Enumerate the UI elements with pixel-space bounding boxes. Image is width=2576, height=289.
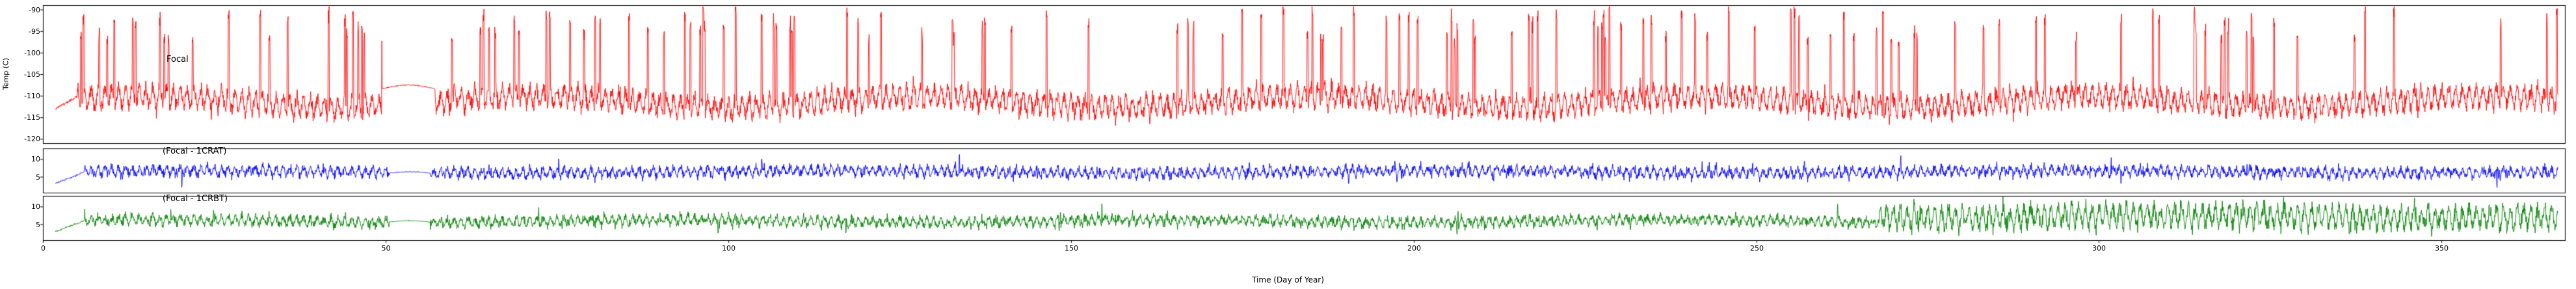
x-tick-label: 200 xyxy=(1407,244,1421,253)
x-axis-label: Time (Day of Year) xyxy=(1252,275,1324,284)
x-tick-label: 100 xyxy=(722,244,736,253)
series-label-focal-minus-1crbt: (Focal - 1CRBT) xyxy=(163,194,228,204)
y-tick-label: 10 xyxy=(31,155,40,164)
x-tick-label: 300 xyxy=(2092,244,2106,253)
y-axis-label: Temp (C) xyxy=(1,57,10,90)
panel-focal-minus-1crbt xyxy=(43,196,2565,240)
y-tick-label: 5 xyxy=(36,172,40,182)
x-tick-label: 250 xyxy=(1750,244,1764,253)
x-tick-label: 50 xyxy=(381,244,391,253)
series-label-focal-minus-1crat: (Focal - 1CRAT) xyxy=(163,146,227,156)
y-tick-label: 5 xyxy=(36,220,40,229)
panel-focal-temperature xyxy=(43,5,2565,143)
series-label-focal: Focal xyxy=(166,55,189,64)
y-tick-label: -105 xyxy=(24,70,40,79)
x-tick-label: 0 xyxy=(41,244,46,253)
panel-focal-minus-1crat xyxy=(43,148,2565,193)
y-tick-label: -115 xyxy=(24,113,40,122)
y-tick-label: -110 xyxy=(24,92,40,101)
x-tick-label: 150 xyxy=(1065,244,1078,253)
y-tick-label: -90 xyxy=(29,5,40,14)
y-tick-label: -100 xyxy=(24,48,40,57)
y-tick-label: -95 xyxy=(29,27,40,36)
x-tick-label: 350 xyxy=(2435,244,2449,253)
y-tick-label: -120 xyxy=(24,135,40,144)
y-tick-label: 10 xyxy=(31,202,40,212)
